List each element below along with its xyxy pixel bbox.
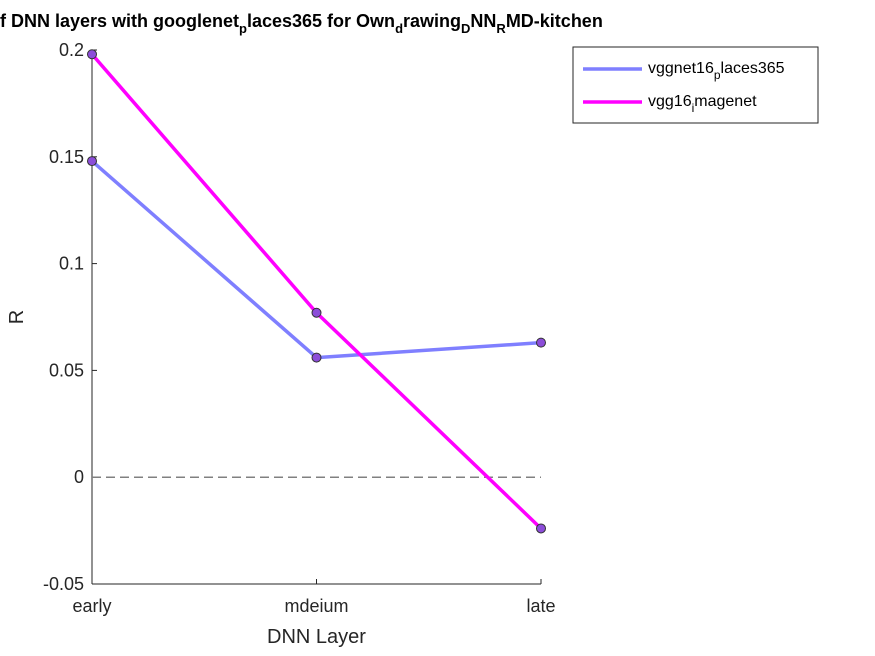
text-run: rawing (403, 11, 461, 31)
subscript-run: R (496, 21, 506, 36)
series-line-0 (90, 159, 542, 360)
legend-label-0: vggnet16places365 (648, 60, 785, 82)
legend-box (572, 46, 819, 124)
data-point-0 (311, 352, 322, 363)
subscript-run: d (395, 21, 403, 36)
series-layer (87, 49, 546, 534)
subscript-run: p (239, 21, 247, 36)
text-run: laces365 (721, 60, 785, 77)
data-point-1 (311, 307, 322, 318)
y-tick-label: 0.05 (49, 360, 84, 380)
legend: vggnet16places365 vgg16imagenet (572, 46, 819, 124)
chart-title: f DNN layers with googlenetplaces365 for… (0, 11, 603, 36)
labels-layer: f DNN layers with googlenetplaces365 for… (0, 11, 603, 648)
data-point-0 (87, 156, 97, 167)
y-axis-label: R (6, 310, 28, 324)
text-run: vggnet16 (648, 60, 714, 77)
y-tick-label: 0 (74, 467, 84, 487)
text-run: magenet (694, 93, 757, 110)
text-run: laces365 for Own (247, 11, 395, 31)
subscript-run: p (714, 68, 721, 82)
series-line-1 (90, 53, 543, 530)
y-tick-label: -0.05 (43, 574, 84, 594)
x-tick-label: late (526, 596, 555, 616)
axes: -0.05 0 0.05 0.1 0.15 0.2 early mdeium late (43, 40, 556, 616)
text-run: vgg16 (648, 93, 692, 110)
x-axis-label: DNN Layer (267, 626, 366, 648)
y-tick-label: 0.15 (49, 147, 84, 167)
text-run: f DNN layers with googlenet (0, 11, 239, 31)
data-point-1 (536, 523, 546, 534)
y-tick-label: 0.1 (59, 254, 84, 274)
text-run: NN (470, 11, 496, 31)
text-run: MD-kitchen (506, 11, 603, 31)
y-tick-label: 0.2 (59, 40, 84, 60)
subscript-run: D (461, 21, 470, 36)
x-tick-label: mdeium (284, 596, 348, 616)
data-point-0 (536, 337, 546, 348)
x-tick-label: early (72, 596, 111, 616)
legend-label-1: vgg16imagenet (648, 93, 757, 115)
subscript-run: i (692, 101, 695, 115)
data-point-1 (87, 49, 97, 60)
